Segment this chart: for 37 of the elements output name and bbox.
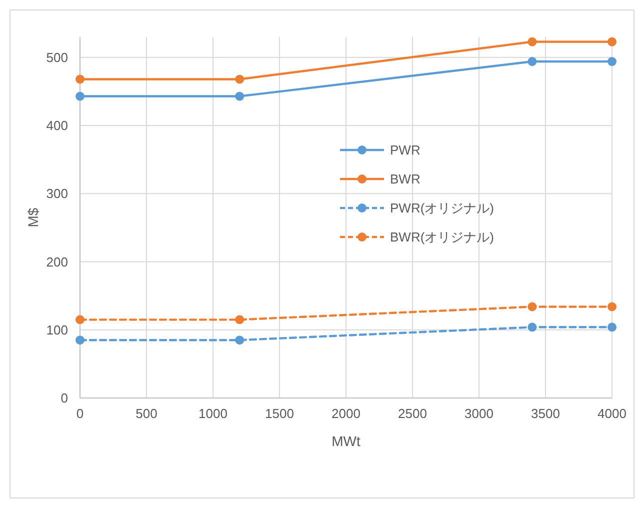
- y-axis-title: M$: [25, 208, 41, 228]
- legend-label: BWR(オリジナル): [390, 230, 494, 244]
- legend-label: PWR: [390, 142, 420, 158]
- point: [528, 57, 537, 66]
- x-axis-title: MWt: [332, 433, 360, 449]
- point: [76, 336, 84, 345]
- point: [235, 315, 244, 324]
- point: [235, 74, 244, 84]
- point: [76, 92, 84, 101]
- y-tick-label: 0: [60, 390, 68, 406]
- y-tick-label: 300: [46, 186, 68, 202]
- x-tick-label: 1500: [265, 406, 294, 421]
- x-tick-label: 3500: [531, 406, 560, 421]
- x-tick-label: 0: [76, 406, 84, 421]
- point: [608, 57, 616, 66]
- legend-label: BWR: [390, 172, 420, 186]
- point: [76, 74, 84, 84]
- point: [235, 92, 244, 101]
- point: [528, 302, 537, 312]
- x-tick-label: 3000: [464, 406, 494, 421]
- x-tick-label: 4000: [598, 406, 626, 421]
- y-tick-label: 100: [46, 322, 68, 338]
- point: [608, 302, 616, 312]
- point: [608, 322, 616, 332]
- y-tick-label: 400: [46, 118, 68, 134]
- x-tick-label: 2500: [398, 406, 427, 421]
- y-tick-label: 500: [46, 50, 68, 65]
- point: [76, 315, 84, 324]
- point: [235, 336, 244, 345]
- point: [528, 322, 537, 332]
- x-tick-label: 1000: [198, 406, 228, 421]
- point: [608, 37, 616, 46]
- y-tick-label: 200: [46, 254, 68, 270]
- x-tick-label: 2000: [332, 406, 360, 421]
- point: [528, 37, 537, 46]
- legend-label: PWR(オリジナル): [390, 200, 494, 216]
- x-tick-label: 500: [136, 406, 158, 421]
